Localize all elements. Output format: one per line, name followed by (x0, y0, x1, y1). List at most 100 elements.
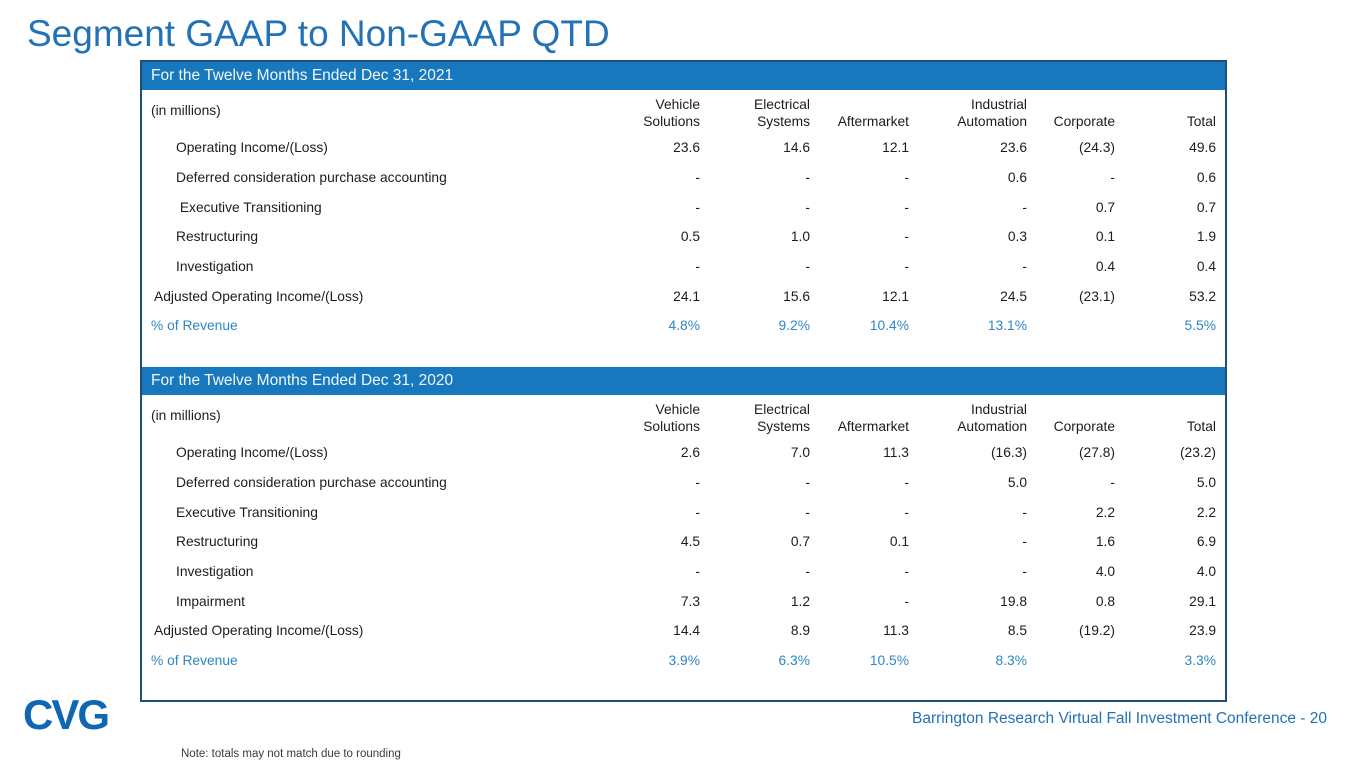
cell-value: - (904, 170, 909, 186)
cell-value: 23.6 (673, 140, 700, 156)
cell-value: 8.5 (1007, 623, 1027, 639)
cell-value: (23.1) (1078, 288, 1115, 304)
row-label: Adjusted Operating Income/(Loss) (154, 623, 364, 639)
cell-value: 15.6 (783, 288, 810, 304)
cell-value: - (1022, 504, 1027, 520)
cell-value: 5.5% (1184, 318, 1216, 334)
cell-value: 1.2 (790, 593, 810, 609)
cell-value: - (1022, 534, 1027, 550)
cell-value: 24.5 (1000, 288, 1027, 304)
table-row: % of Revenue 3.9% 6.3% 10.5% 8.3% 3.3% (142, 646, 1225, 676)
cell-value: 1.0 (790, 229, 810, 245)
cell-value: - (1022, 199, 1027, 215)
cell-value: - (904, 199, 909, 215)
cell-value: 7.3 (680, 593, 700, 609)
cell-value: (27.8) (1078, 445, 1115, 461)
cell-value: 19.8 (1000, 593, 1027, 609)
table-row: Impairment 7.3 1.2 - 19.8 0.8 29.1 (142, 586, 1225, 616)
cell-value: 12.1 (882, 140, 909, 156)
cell-value: 11.3 (883, 445, 909, 461)
cell-value: - (904, 259, 909, 275)
table-row: Operating Income/(Loss) 2.6 7.0 11.3 (16.3) (… (142, 438, 1225, 468)
table-row: Deferred consideration purchase accounti… (142, 163, 1225, 193)
period-header-2020: For the Twelve Months Ended Dec 31, 2020 (142, 367, 1225, 395)
cell-value: 0.8 (1095, 593, 1115, 609)
column-header: Industrial Automation (957, 401, 1027, 434)
column-header: Vehicle Solutions (643, 401, 700, 434)
cell-value: 1.6 (1095, 534, 1115, 550)
period-header-2021: For the Twelve Months Ended Dec 31, 2021 (142, 62, 1225, 90)
cell-value: - (1022, 564, 1027, 580)
cell-value: (24.3) (1078, 140, 1115, 156)
row-label: % of Revenue (151, 653, 238, 669)
tables-panel: For the Twelve Months Ended Dec 31, 2021… (140, 60, 1227, 702)
gaap-table-2021: (in millions) Vehicle Solutions Electrical… (142, 90, 1225, 341)
units-label: (in millions) (151, 407, 221, 423)
cell-value: 4.0 (1196, 564, 1216, 580)
column-header-row: (in millions) Vehicle Solutions Electrical… (142, 395, 1225, 438)
table-row: Investigation - - - - 0.4 0.4 (142, 252, 1225, 282)
row-label: Deferred consideration purchase accounti… (176, 475, 447, 491)
table-row: Investigation - - - - 4.0 4.0 (142, 557, 1225, 587)
cell-value: 6.9 (1196, 534, 1216, 550)
cell-value: 10.5% (869, 653, 909, 669)
table-row: Deferred consideration purchase accounti… (142, 468, 1225, 498)
row-label: Adjusted Operating Income/(Loss) (154, 288, 364, 304)
cell-value: 0.6 (1007, 170, 1027, 186)
column-header: Aftermarket (837, 113, 909, 129)
row-label: Operating Income/(Loss) (176, 445, 328, 461)
cell-value: 53.2 (1189, 288, 1216, 304)
cell-value: - (805, 259, 810, 275)
cell-value: - (904, 475, 909, 491)
cell-value: 4.0 (1095, 564, 1115, 580)
row-label: % of Revenue (151, 318, 238, 334)
row-label: Restructuring (176, 534, 259, 550)
cell-value: - (805, 170, 810, 186)
column-header: Corporate (1053, 418, 1115, 434)
cell-value: 0.1 (889, 534, 909, 550)
cell-value: 6.3% (778, 653, 810, 669)
cell-value: 12.1 (882, 288, 909, 304)
row-label: Deferred consideration purchase accounti… (176, 170, 447, 186)
column-header: Aftermarket (837, 418, 909, 434)
table-row: Adjusted Operating Income/(Loss) 24.1 15.6… (142, 281, 1225, 311)
page-title: Segment GAAP to Non-GAAP QTD (27, 13, 610, 54)
cell-value: - (904, 504, 909, 520)
cell-value: 0.5 (680, 229, 700, 245)
cell-value: 2.2 (1196, 504, 1216, 520)
row-label: Operating Income/(Loss) (176, 140, 328, 156)
cell-value: 1.9 (1196, 229, 1216, 245)
cell-value: - (805, 504, 810, 520)
cell-value: 23.9 (1189, 623, 1216, 639)
rounding-note: Note: totals may not match due to roundi… (181, 748, 401, 760)
cell-value: - (904, 229, 909, 245)
cvg-logo: CVG (23, 691, 110, 738)
table-row: % of Revenue 4.8% 9.2% 10.4% 13.1% 5.5% (142, 311, 1225, 341)
cell-value: 29.1 (1189, 593, 1216, 609)
column-header: Industrial Automation (957, 96, 1027, 129)
cell-value: 0.7 (1095, 199, 1115, 215)
column-header: Electrical Systems (754, 401, 810, 434)
row-label: Investigation (176, 259, 254, 275)
units-label: (in millions) (151, 102, 221, 118)
cell-value: - (695, 259, 700, 275)
cell-value: 14.4 (673, 623, 700, 639)
table-row: Executive Transitioning - - - - 0.7 0.7 (142, 192, 1225, 222)
cell-value: 4.8% (668, 318, 700, 334)
cell-value: 13.1% (987, 318, 1027, 334)
column-header: Electrical Systems (754, 96, 810, 129)
cell-value: 4.5 (680, 534, 700, 550)
row-label: Executive Transitioning (176, 504, 318, 520)
cell-value: 0.3 (1007, 229, 1027, 245)
cell-value: - (695, 564, 700, 580)
cell-value: 0.4 (1095, 259, 1115, 275)
gaap-table-2020: (in millions) Vehicle Solutions Electrical… (142, 395, 1225, 676)
cell-value: 3.9% (668, 653, 700, 669)
cell-value: 0.6 (1196, 170, 1216, 186)
row-label: Executive Transitioning (176, 199, 322, 215)
cell-value: - (695, 199, 700, 215)
cell-value: - (695, 475, 700, 491)
cell-value: 49.6 (1189, 140, 1216, 156)
table-section-2020: For the Twelve Months Ended Dec 31, 2020… (142, 367, 1225, 676)
